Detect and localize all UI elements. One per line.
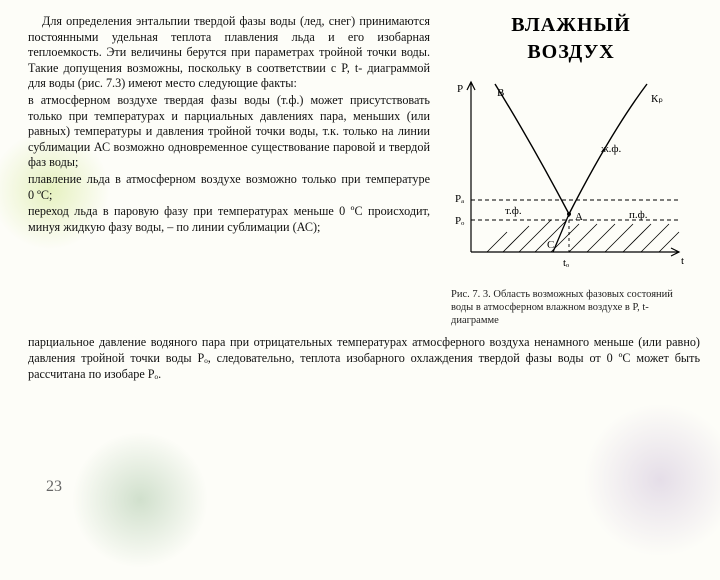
caption-rest: 3. Область возможных фазовых состояний в… <box>451 289 673 326</box>
svg-text:t: t <box>681 255 684 267</box>
svg-text:п.ф.: п.ф. <box>629 209 648 221</box>
figure-caption: Рис. 7. 3. Область возможных фазовых сос… <box>451 288 691 327</box>
svg-text:Кₚ: Кₚ <box>651 93 663 105</box>
svg-text:tₒ: tₒ <box>563 257 569 269</box>
svg-text:т.ф.: т.ф. <box>505 205 522 217</box>
title-line1: ВЛАЖНЫЙ <box>442 14 700 37</box>
svg-text:C: C <box>547 239 554 251</box>
paragraph-intro: Для определения энтальпии твердой фазы в… <box>28 14 430 92</box>
body-text-column: Для определения энтальпии твердой фазы в… <box>28 14 430 327</box>
svg-text:Рₐ: Рₐ <box>455 193 464 205</box>
title-line2: ВОЗДУХ <box>442 41 700 64</box>
bullet-1: в атмосферном воздухе твердая фазы воды … <box>28 93 430 171</box>
phase-diagram: Pt B Кₚ ж.ф. т.ф. п.ф. A C Рₐ Рₒ tₒ <box>451 72 691 282</box>
page-number: 23 <box>46 478 62 496</box>
bullet-3: переход льда в паровую фазу при температ… <box>28 204 430 235</box>
svg-text:ж.ф.: ж.ф. <box>600 143 621 155</box>
svg-text:A: A <box>575 211 583 223</box>
caption-num: 7. <box>472 289 480 300</box>
diagram-column: ВЛАЖНЫЙ ВОЗДУХ Pt B Кₚ ж.ф. т.ф. п.ф. A C Рₐ Рₒ tₒ… <box>442 14 700 327</box>
footer-paragraph: парциальное давление водяного пара при о… <box>28 335 700 382</box>
caption-pre: Рис. <box>451 289 470 300</box>
svg-text:Рₒ: Рₒ <box>455 215 464 227</box>
svg-text:B: B <box>497 87 504 99</box>
svg-text:P: P <box>457 83 463 95</box>
bullet-2: плавление льда в атмосферном воздухе воз… <box>28 172 430 203</box>
